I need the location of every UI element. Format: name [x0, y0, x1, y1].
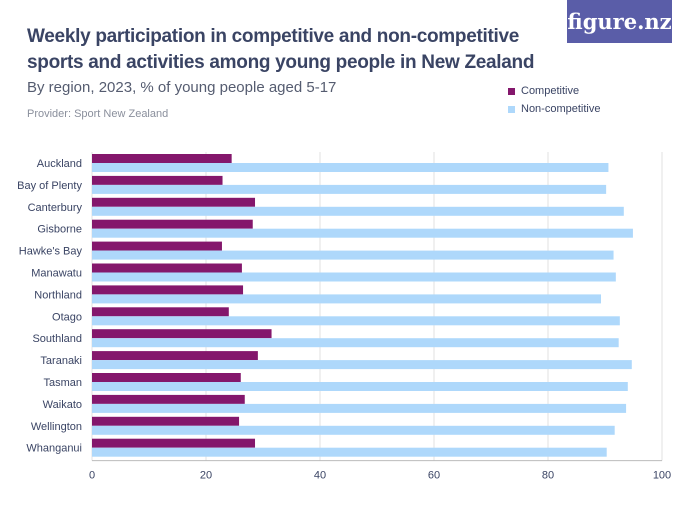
bar-competitive — [92, 373, 241, 382]
bar-noncompetitive — [92, 163, 609, 172]
bar-noncompetitive — [92, 360, 632, 370]
y-category-label: Southland — [32, 333, 82, 345]
bar-noncompetitive — [92, 403, 627, 413]
provider-text: Provider: Sport New Zealand — [27, 108, 169, 120]
chart-title: Weekly participation in competitive and … — [27, 26, 535, 73]
bar-competitive — [92, 263, 242, 273]
bar-noncompetitive — [92, 294, 602, 304]
bar-noncompetitive — [92, 272, 616, 282]
bar-competitive — [92, 197, 256, 207]
bar-competitive — [92, 175, 223, 185]
bar-noncompetitive — [92, 447, 607, 457]
bar-noncompetitive — [92, 382, 628, 391]
legend-swatch — [508, 87, 515, 95]
bar-noncompetitive — [92, 250, 614, 260]
x-tick-label: 40 — [314, 470, 326, 482]
y-category-label: Otago — [52, 311, 82, 323]
legend-competitive: Competitive — [508, 85, 579, 97]
bar-competitive — [92, 329, 272, 339]
y-category-label: Taranaki — [40, 355, 82, 367]
x-tick-label: 60 — [428, 470, 440, 482]
y-category-label: Auckland — [37, 158, 82, 170]
y-category-label: Northland — [34, 289, 82, 301]
y-category-label: Waikato — [43, 399, 82, 411]
legend-noncompetitive: Non-competitive — [508, 103, 600, 115]
bar-competitive — [92, 394, 245, 404]
legend-swatch — [508, 105, 515, 113]
bar-noncompetitive — [92, 206, 624, 216]
bar-competitive — [92, 241, 222, 251]
x-tick-label: 20 — [200, 470, 212, 482]
bar-noncompetitive — [92, 425, 615, 435]
bar-competitive — [92, 285, 244, 295]
y-category-label: Bay of Plenty — [17, 180, 82, 192]
bar-competitive — [92, 438, 256, 448]
x-tick-label: 80 — [542, 470, 554, 482]
y-category-label: Hawke's Bay — [19, 246, 83, 258]
chart-subtitle: By region, 2023, % of young people aged … — [27, 79, 337, 96]
y-category-label: Manawatu — [31, 268, 82, 280]
bar-noncompetitive — [92, 316, 620, 326]
legend-label: Competitive — [521, 85, 580, 97]
bar-competitive — [92, 307, 229, 317]
bar-noncompetitive — [92, 338, 619, 348]
y-category-label: Tasman — [43, 377, 82, 389]
y-category-label: Canterbury — [28, 202, 83, 214]
bar-noncompetitive — [92, 184, 607, 194]
y-category-label: Gisborne — [37, 224, 82, 236]
y-category-label: Whanganui — [26, 443, 82, 455]
x-tick-label: 0 — [89, 470, 95, 482]
bar-noncompetitive — [92, 228, 633, 238]
bar-competitive — [92, 219, 253, 229]
y-category-label: Wellington — [31, 421, 82, 433]
x-tick-label: 100 — [653, 470, 671, 482]
figure-nz-logo[interactable]: figure.nz — [567, 0, 672, 43]
bar-competitive — [92, 351, 258, 361]
bar-competitive — [92, 154, 232, 163]
bar-competitive — [92, 416, 240, 426]
legend-label: Non-competitive — [521, 103, 601, 115]
